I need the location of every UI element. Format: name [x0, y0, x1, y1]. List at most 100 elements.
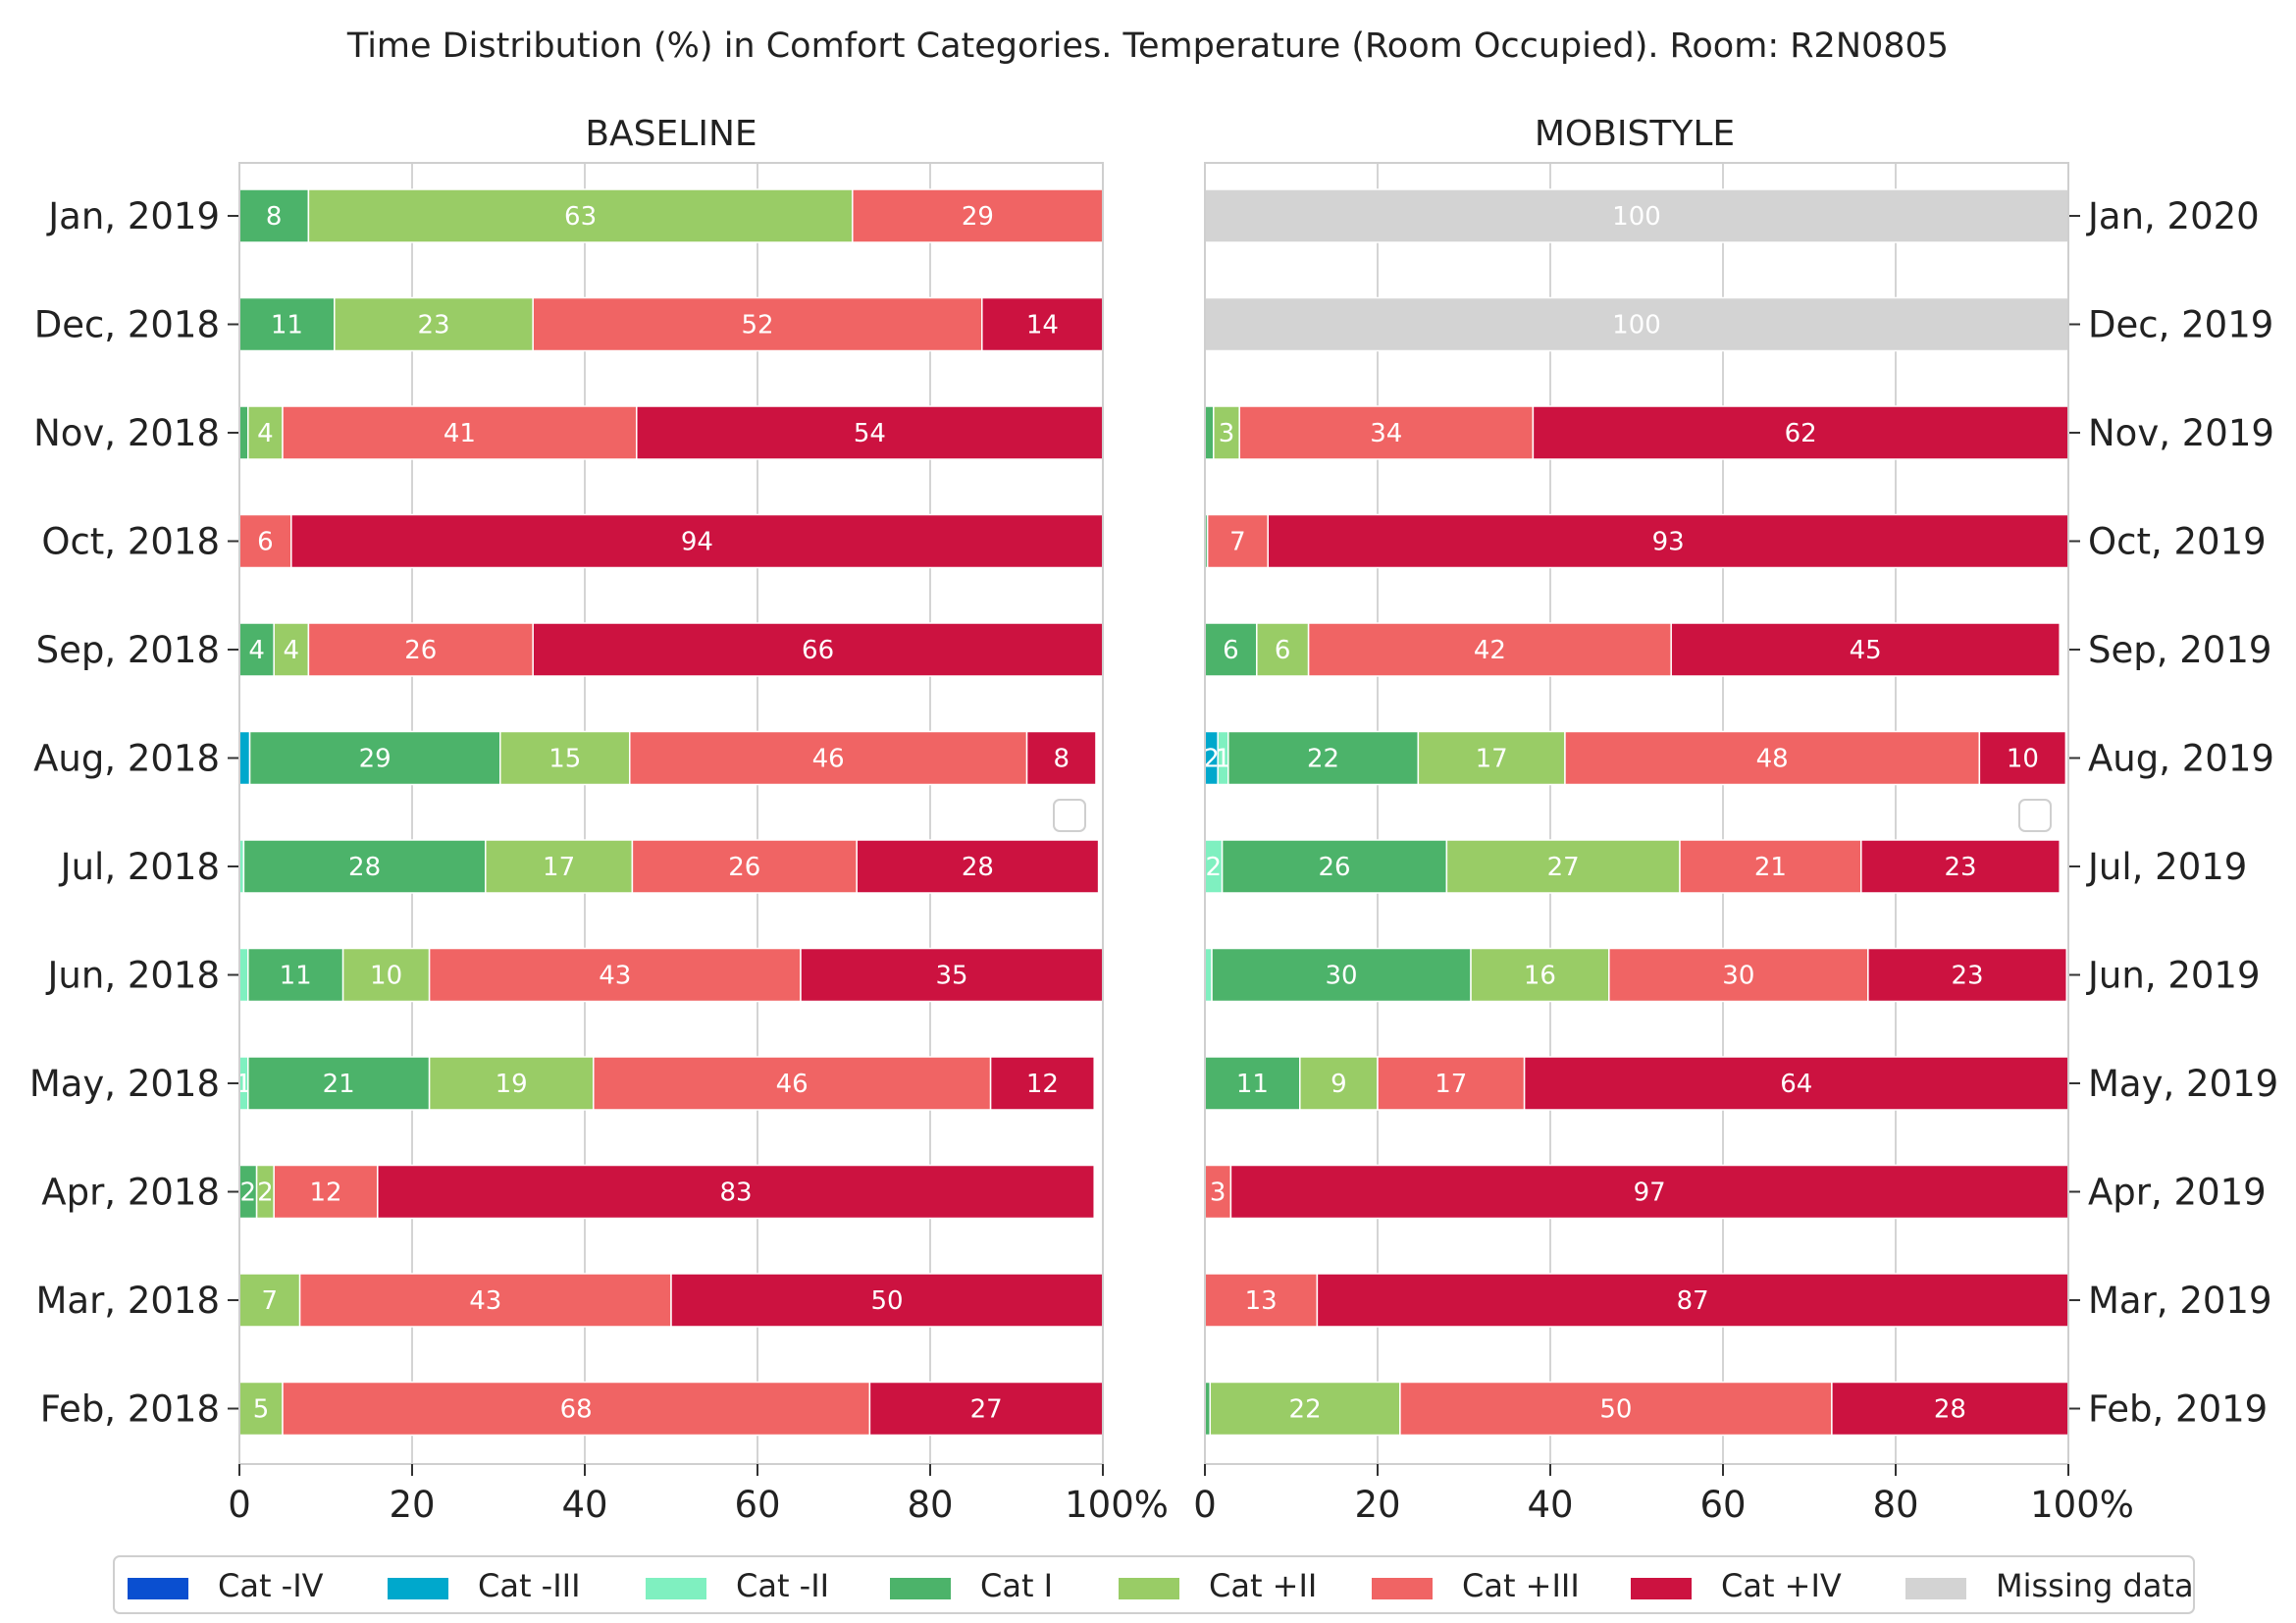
data-label: 62 [1785, 419, 1817, 448]
data-label: 26 [728, 853, 760, 882]
data-label: 11 [271, 311, 303, 340]
data-label: 12 [1026, 1070, 1059, 1099]
data-label: 8 [1053, 745, 1070, 774]
data-label: 42 [1474, 636, 1506, 665]
legend: Cat -IV Cat -III Cat -II Cat I Cat +II Cat +I… [113, 1555, 2195, 1614]
data-label: 41 [444, 419, 476, 448]
bar-segment [290, 513, 1104, 569]
data-label: 4 [248, 636, 265, 665]
data-label: 26 [1318, 853, 1350, 882]
data-label: 2 [257, 1178, 274, 1208]
month-tick-label: Mar, 2019 [2088, 1280, 2272, 1322]
x-tick-label: 0 [1193, 1484, 1217, 1526]
x-tick-label: 40 [1527, 1484, 1573, 1526]
empty-legend-box [1053, 799, 1086, 832]
bar-segment [247, 405, 284, 460]
bar-segment [238, 730, 251, 786]
bar-segment [485, 839, 634, 894]
month-tick-label: Feb, 2018 [40, 1388, 220, 1431]
data-label: 23 [1951, 962, 1983, 991]
data-label: 29 [962, 202, 994, 232]
bar-segment [499, 730, 631, 786]
month-tick-label: Dec, 2018 [34, 304, 220, 346]
bar-segment [1256, 622, 1310, 677]
bar-segment [1204, 296, 2069, 352]
month-tick-label: Jan, 2020 [2086, 195, 2260, 237]
bar-segment [593, 1056, 992, 1111]
bar-segment [273, 622, 310, 677]
month-tick-label: May, 2018 [29, 1063, 220, 1105]
legend-swatch [128, 1578, 188, 1599]
data-label: 17 [1435, 1070, 1467, 1099]
month-tick-label: Nov, 2018 [33, 412, 220, 454]
x-tick-label: 60 [1699, 1484, 1746, 1526]
bar-segment [532, 622, 1104, 677]
month-tick-label: Sep, 2019 [2088, 629, 2271, 671]
data-label: 23 [417, 311, 449, 340]
data-label: 10 [370, 962, 402, 991]
bar-segment [981, 296, 1104, 352]
data-label: 6 [257, 528, 274, 557]
x-tick-label: 80 [907, 1484, 953, 1526]
bar-segment [282, 405, 638, 460]
bar-segment [1267, 513, 2069, 569]
empty-legend-box [2018, 799, 2052, 832]
data-label: 22 [1307, 745, 1339, 774]
data-label: 11 [1236, 1070, 1269, 1099]
data-label: 63 [564, 202, 597, 232]
data-label: 87 [1677, 1286, 1709, 1316]
bar-segment [1299, 1056, 1379, 1111]
bar-segment [247, 1056, 431, 1111]
data-label: 17 [543, 853, 575, 882]
month-tick-label: Oct, 2018 [41, 521, 220, 563]
legend-swatch [1631, 1578, 1692, 1599]
bar-segment [238, 405, 249, 460]
x-tick-label: 0 [228, 1484, 251, 1526]
x-tick-label: 100% [1065, 1484, 1169, 1526]
bar-segment [341, 947, 431, 1003]
x-tick-label: 20 [389, 1484, 435, 1526]
x-tick-label: 40 [561, 1484, 607, 1526]
data-label: 1 [1215, 745, 1231, 774]
bar-segment [334, 296, 534, 352]
bar-segment [1204, 405, 1215, 460]
data-label: 52 [741, 311, 773, 340]
legend-swatch [646, 1578, 706, 1599]
data-label: 2 [240, 1178, 257, 1208]
data-label: 54 [854, 419, 886, 448]
data-label: 35 [935, 962, 967, 991]
month-tick-label: Apr, 2019 [2088, 1172, 2267, 1214]
data-label: 3 [1219, 419, 1235, 448]
bar-segment [1025, 730, 1097, 786]
bar-segment [1978, 730, 2067, 786]
bar-segment [989, 1056, 1095, 1111]
month-tick-label: Nov, 2019 [2088, 412, 2274, 454]
legend-label: Cat -II [736, 1567, 829, 1604]
bar-segment [868, 1381, 1104, 1437]
bar-segment [670, 1273, 1104, 1328]
bar-segment [1238, 405, 1535, 460]
legend-label: Cat +IV [1721, 1567, 1842, 1604]
bar-segment [1670, 622, 2061, 677]
data-label: 15 [548, 745, 581, 774]
data-label: 11 [280, 962, 312, 991]
data-label: 6 [1223, 636, 1239, 665]
data-label: 22 [1289, 1395, 1322, 1425]
bar-segment [1211, 947, 1472, 1003]
legend-label: Cat I [980, 1567, 1053, 1604]
bar-segment [532, 296, 983, 352]
bar-segment [377, 1164, 1095, 1220]
data-label: 7 [1229, 528, 1246, 557]
data-label: 4 [284, 636, 300, 665]
bar-segment [1307, 622, 1672, 677]
legend-label: Missing data [1996, 1567, 2194, 1604]
bar-segment [238, 947, 249, 1003]
data-label: 17 [1476, 745, 1508, 774]
data-label: 30 [1325, 962, 1357, 991]
axes-frame [1204, 162, 2069, 1465]
data-label: 2 [1206, 853, 1223, 882]
bar-segment [1229, 1164, 2069, 1220]
bar-segment [1316, 1273, 2069, 1328]
